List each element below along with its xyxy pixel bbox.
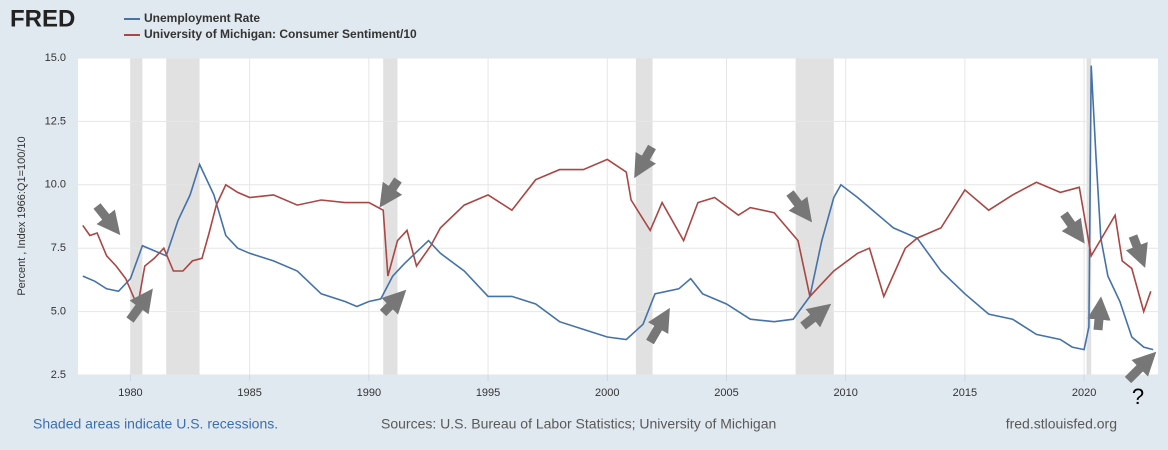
arrow (1087, 296, 1111, 331)
source: Sources: U.S. Bureau of Labor Statistics… (381, 416, 776, 432)
recession-band (1086, 58, 1092, 375)
x-tick-label: 2020 (1072, 387, 1096, 399)
recession-band (166, 58, 200, 375)
arrow (786, 190, 813, 223)
plot (78, 57, 1158, 376)
x-tick-label: 1995 (476, 387, 500, 399)
arrow (93, 203, 121, 236)
recession-band (130, 58, 143, 375)
x-tick-label: 2010 (833, 387, 857, 399)
plot-area (78, 58, 1158, 375)
y-tick-label: 5.0 (51, 306, 66, 318)
arrow (1125, 234, 1148, 268)
y-tick-label: 7.5 (51, 242, 66, 254)
logo: FRED (10, 5, 75, 32)
arrow (379, 289, 407, 317)
arrow (1124, 351, 1157, 384)
x-tick-label: 1985 (237, 387, 261, 399)
x-tick-label: 2000 (595, 387, 619, 399)
annotation: ? (1132, 384, 1144, 409)
x-tick-label: 1980 (118, 387, 142, 399)
x-tick-label: 2005 (714, 387, 738, 399)
y-axis-label: Percent , Index 1966:Q1=100/10 (16, 136, 28, 295)
site: fred.stlouisfed.org (1006, 416, 1117, 432)
x-tick-label: 2015 (953, 387, 977, 399)
y-tick-label: 12.5 (45, 115, 66, 127)
x-tick-label: 1990 (357, 387, 381, 399)
series-line (82, 158, 1152, 315)
recession-band (383, 58, 398, 375)
y-tick-label: 15.0 (45, 52, 66, 64)
arrow (646, 307, 670, 345)
arrow (379, 177, 403, 208)
recession-band (635, 58, 653, 375)
y-tick-label: 2.5 (51, 369, 66, 381)
arrow (1060, 211, 1085, 244)
arrow (634, 144, 656, 179)
legend-label: University of Michigan: Consumer Sentime… (144, 27, 417, 41)
arrow (800, 303, 832, 330)
legend-label: Unemployment Rate (144, 11, 260, 25)
arrow (126, 288, 153, 323)
y-tick-label: 10.0 (45, 179, 66, 191)
arrows (93, 144, 1157, 384)
series-line (82, 65, 1154, 351)
recession-note: Shaded areas indicate U.S. recessions. (33, 416, 278, 432)
